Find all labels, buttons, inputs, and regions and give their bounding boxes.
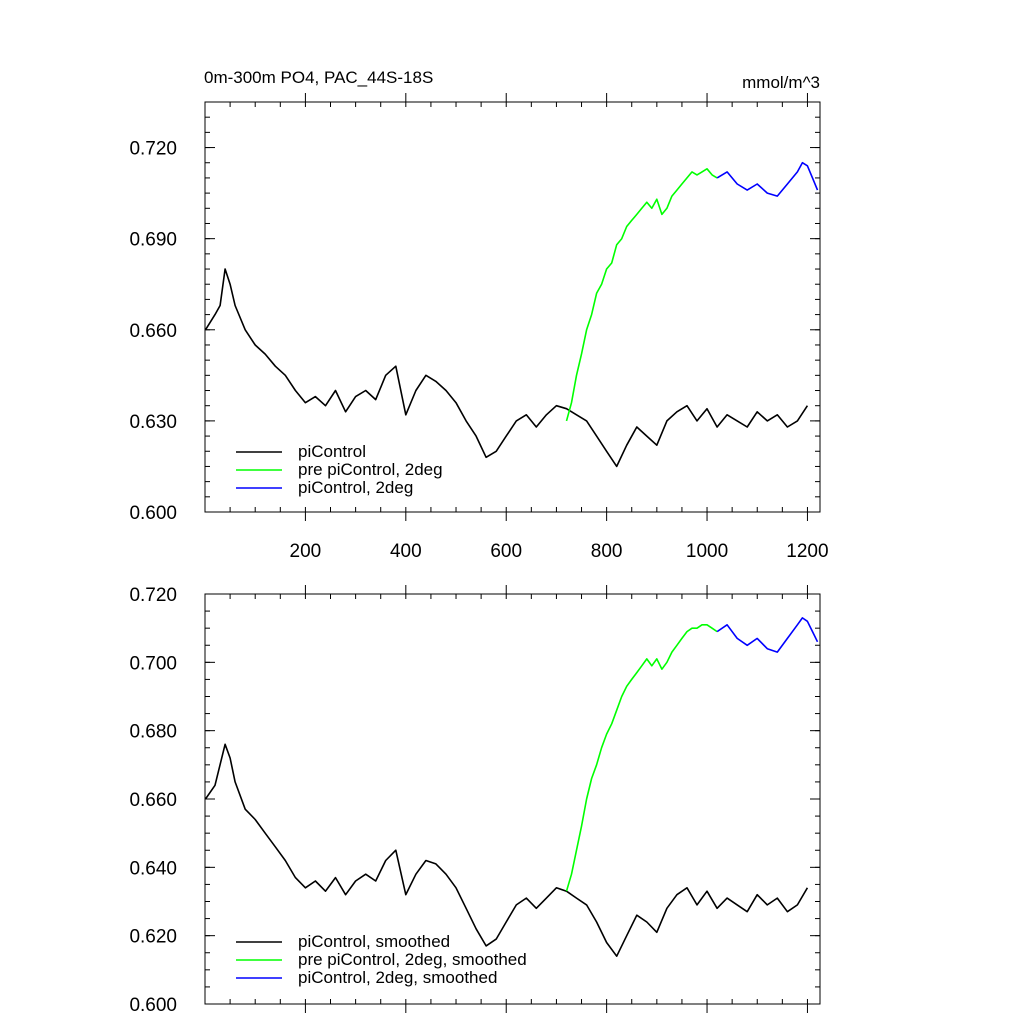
y-tick-label: 0.700 (129, 653, 177, 674)
x-tick-label: 1000 (686, 541, 728, 562)
chart-title: 0m-300m PO4, PAC_44S-18S (204, 68, 433, 87)
y-tick-label: 0.680 (129, 722, 177, 743)
y-tick-label: 0.720 (129, 585, 177, 606)
y-tick-label: 0.600 (129, 995, 177, 1016)
y-tick-label: 0.630 (129, 412, 177, 433)
y-tick-label: 0.660 (129, 790, 177, 811)
plot-frame (204, 101, 821, 513)
legend-label-2: piControl, 2deg (298, 478, 413, 497)
legend-label-0: piControl (298, 442, 366, 461)
bottom-panel: 0.600 0.620 0.640 0.660 0.680 0.700 0.720 piCon… (129, 585, 821, 1016)
top-panel: 200 400 600 800 1000 1200 0.600 0.630 0.660 0.690… (129, 93, 829, 562)
legend-label-1: pre piControl, 2deg, smoothed (298, 950, 527, 969)
x-tick-label: 600 (490, 541, 522, 562)
units-label: mmol/m^3 (742, 73, 820, 92)
series-line-1 (565, 168, 718, 422)
series-line-2 (716, 161, 819, 197)
legend-label-2: piControl, 2deg, smoothed (298, 968, 497, 987)
x-tick-label: 1200 (786, 541, 828, 562)
y-tick-label: 0.690 (129, 230, 177, 251)
series-line-0 (204, 743, 809, 957)
legend-label-0: piControl, smoothed (298, 932, 450, 951)
series-line-2 (716, 617, 819, 653)
series-line-0 (204, 268, 809, 468)
y-tick-label: 0.600 (129, 503, 177, 524)
y-tick-label: 0.660 (129, 321, 177, 342)
legend-label-1: pre piControl, 2deg (298, 460, 443, 479)
series-line-1 (565, 624, 718, 892)
x-tick-label: 400 (390, 541, 422, 562)
y-tick-label: 0.640 (129, 858, 177, 879)
x-tick-label: 200 (290, 541, 322, 562)
y-tick-label: 0.720 (129, 139, 177, 160)
y-tick-label: 0.620 (129, 927, 177, 948)
x-tick-label: 800 (591, 541, 623, 562)
